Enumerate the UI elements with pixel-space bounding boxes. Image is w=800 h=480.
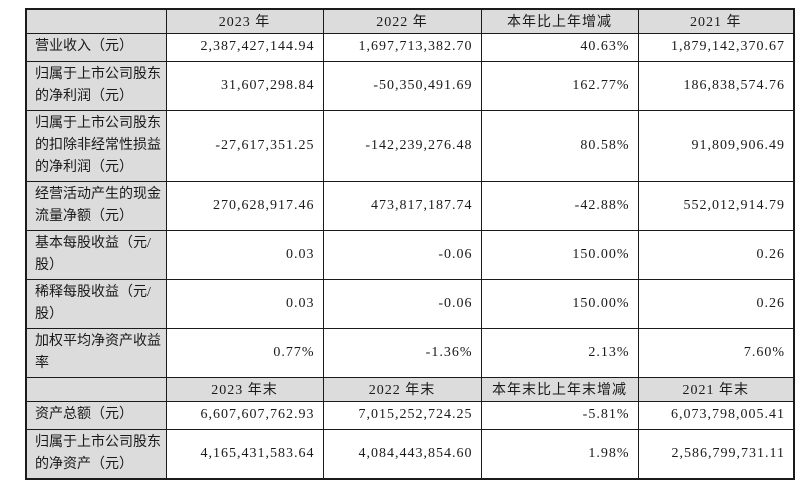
cell-2022: 1,697,713,382.70 xyxy=(322,32,482,62)
cell-change: 80.58% xyxy=(480,109,639,182)
cell-2022: 473,817,187.74 xyxy=(322,180,482,231)
table-row-revenue: 营业收入（元） 2,387,427,144.94 1,697,713,382.7… xyxy=(25,32,795,62)
cell-2021: 186,838,574.76 xyxy=(637,60,795,111)
table-row-net-assets: 归属于上市公司股东的净资产（元） 4,165,431,583.64 4,084,… xyxy=(25,428,795,479)
cell-2022: -1.36% xyxy=(322,327,482,378)
corner-cell xyxy=(25,376,167,402)
cell-change: -5.81% xyxy=(480,400,639,430)
row-label: 归属于上市公司股东的净资产（元） xyxy=(25,428,167,479)
cell-2021: 552,012,914.79 xyxy=(637,180,795,231)
row-label: 基本每股收益（元/股） xyxy=(25,229,167,280)
cell-change: 1.98% xyxy=(480,428,639,479)
corner-cell xyxy=(25,8,167,34)
column-header-2022-end: 2022 年末 xyxy=(322,376,482,402)
cell-2023: 0.03 xyxy=(165,229,324,280)
table-row-weighted-avg-roe: 加权平均净资产收益率 0.77% -1.36% 2.13% 7.60% xyxy=(25,327,795,378)
column-header-2023-end: 2023 年末 xyxy=(165,376,324,402)
column-header-2022: 2022 年 xyxy=(322,8,482,34)
row-label: 资产总额（元） xyxy=(25,400,167,430)
cell-2021: 91,809,906.49 xyxy=(637,109,795,182)
table-row-total-assets: 资产总额（元） 6,607,607,762.93 7,015,252,724.2… xyxy=(25,400,795,430)
cell-2022: -142,239,276.48 xyxy=(322,109,482,182)
row-label: 加权平均净资产收益率 xyxy=(25,327,167,378)
row-label: 归属于上市公司股东的净利润（元） xyxy=(25,60,167,111)
cell-change: -42.88% xyxy=(480,180,639,231)
table-row-operating-cash-flow: 经营活动产生的现金流量净额（元） 270,628,917.46 473,817,… xyxy=(25,180,795,231)
cell-2021: 6,073,798,005.41 xyxy=(637,400,795,430)
column-header-2023: 2023 年 xyxy=(165,8,324,34)
cell-change: 150.00% xyxy=(480,278,639,329)
column-header-yoy-change: 本年比上年增减 xyxy=(480,8,639,34)
cell-2023: 0.03 xyxy=(165,278,324,329)
cell-2023: 270,628,917.46 xyxy=(165,180,324,231)
cell-2023: 2,387,427,144.94 xyxy=(165,32,324,62)
table-row-net-profit: 归属于上市公司股东的净利润（元） 31,607,298.84 -50,350,4… xyxy=(25,60,795,111)
cell-2023: -27,617,351.25 xyxy=(165,109,324,182)
cell-2022: 7,015,252,724.25 xyxy=(322,400,482,430)
table-row-basic-eps: 基本每股收益（元/股） 0.03 -0.06 150.00% 0.26 xyxy=(25,229,795,280)
cell-2021: 2,586,799,731.11 xyxy=(637,428,795,479)
row-label: 归属于上市公司股东的扣除非经常性损益的净利润（元） xyxy=(25,109,167,182)
cell-2023: 6,607,607,762.93 xyxy=(165,400,324,430)
cell-change: 162.77% xyxy=(480,60,639,111)
column-header-2021: 2021 年 xyxy=(637,8,795,34)
table-header-row-annual: 2023 年 2022 年 本年比上年增减 2021 年 xyxy=(25,8,795,34)
cell-change: 2.13% xyxy=(480,327,639,378)
row-label: 经营活动产生的现金流量净额（元） xyxy=(25,180,167,231)
cell-2021: 7.60% xyxy=(637,327,795,378)
cell-2022: -50,350,491.69 xyxy=(322,60,482,111)
row-label: 营业收入（元） xyxy=(25,32,167,62)
table-row-net-profit-excl-nonrecurring: 归属于上市公司股东的扣除非经常性损益的净利润（元） -27,617,351.25… xyxy=(25,109,795,182)
column-header-2021-end: 2021 年末 xyxy=(637,376,795,402)
cell-2022: -0.06 xyxy=(322,229,482,280)
cell-2022: -0.06 xyxy=(322,278,482,329)
document-page: 2023 年 2022 年 本年比上年增减 2021 年 营业收入（元） 2,3… xyxy=(25,8,795,480)
column-header-year-end-change: 本年末比上年末增减 xyxy=(480,376,639,402)
cell-2021: 0.26 xyxy=(637,229,795,280)
financial-summary-table: 2023 年 2022 年 本年比上年增减 2021 年 营业收入（元） 2,3… xyxy=(25,8,795,480)
cell-2021: 0.26 xyxy=(637,278,795,329)
cell-2023: 4,165,431,583.64 xyxy=(165,428,324,479)
cell-change: 150.00% xyxy=(480,229,639,280)
table-header-row-year-end: 2023 年末 2022 年末 本年末比上年末增减 2021 年末 xyxy=(25,376,795,402)
cell-2023: 31,607,298.84 xyxy=(165,60,324,111)
cell-2023: 0.77% xyxy=(165,327,324,378)
cell-2022: 4,084,443,854.60 xyxy=(322,428,482,479)
table-row-diluted-eps: 稀释每股收益（元/股） 0.03 -0.06 150.00% 0.26 xyxy=(25,278,795,329)
cell-change: 40.63% xyxy=(480,32,639,62)
row-label: 稀释每股收益（元/股） xyxy=(25,278,167,329)
cell-2021: 1,879,142,370.67 xyxy=(637,32,795,62)
